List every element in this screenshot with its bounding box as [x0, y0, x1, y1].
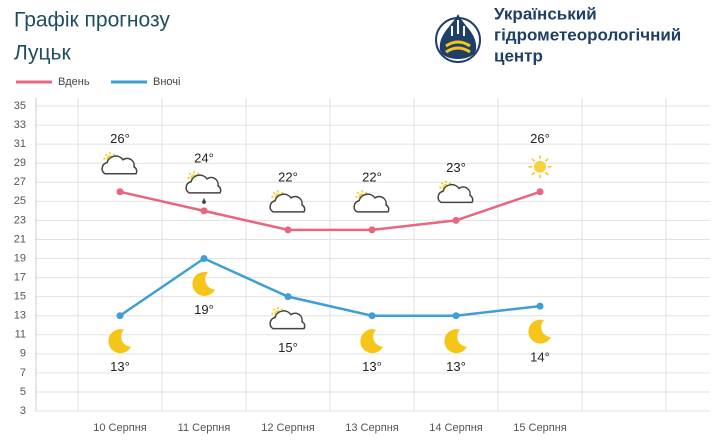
x-tick-label: 13 Серпня	[345, 422, 399, 434]
y-tick-label: 29	[14, 157, 26, 169]
sun-ray	[188, 172, 192, 176]
sun-ray	[544, 171, 549, 176]
sun-ray	[356, 191, 360, 195]
sun-ray	[280, 308, 284, 311]
org-name: Український	[494, 4, 597, 23]
icon-moon	[360, 329, 383, 354]
sun-ray	[104, 153, 108, 157]
y-tick-label: 19	[14, 252, 26, 264]
y-tick-label: 33	[14, 119, 26, 131]
data-point	[200, 207, 208, 215]
y-tick-label: 27	[14, 176, 26, 188]
icon-moon	[444, 329, 467, 354]
value-label: 22°	[362, 169, 382, 184]
icon-cloud	[185, 174, 222, 194]
data-point	[368, 312, 376, 320]
x-tick-label: 15 Серпня	[513, 422, 567, 434]
sun-ray	[544, 158, 549, 162]
sun-ray	[272, 308, 276, 311]
y-tick-label: 31	[14, 138, 26, 150]
sun-ray	[531, 158, 536, 162]
cloud	[269, 310, 306, 330]
y-tick-label: 21	[14, 233, 26, 245]
sun-ray	[272, 191, 276, 195]
data-point	[536, 302, 544, 310]
sun-ray	[280, 191, 284, 195]
y-tick-label: 23	[14, 214, 26, 226]
icon-cloud	[101, 155, 138, 175]
icon-moon	[528, 319, 551, 344]
cloud	[101, 155, 138, 175]
series-line	[119, 257, 541, 317]
data-point	[116, 188, 124, 196]
chart-title: Графік прогнозу	[14, 9, 170, 32]
y-tick-label: 7	[20, 367, 26, 379]
sun-ray	[196, 172, 200, 176]
y-tick-label: 13	[14, 310, 26, 322]
value-label: 13°	[362, 359, 382, 374]
value-label: 26°	[530, 131, 550, 146]
value-label: 14°	[530, 350, 550, 365]
chart-subtitle: Луцьк	[14, 42, 71, 65]
org-name: гідрометеорологічний	[494, 25, 681, 44]
sun-disc	[534, 160, 546, 173]
data-point	[284, 293, 292, 301]
value-label: 19°	[194, 302, 214, 317]
y-tick-label: 9	[20, 348, 26, 360]
data-point	[200, 255, 208, 262]
icon-sun	[528, 155, 552, 179]
cloud	[185, 174, 222, 194]
icon-moon	[108, 329, 131, 354]
y-tick-label: 17	[14, 271, 26, 283]
icon-cloud	[269, 193, 306, 213]
value-label: 22°	[278, 169, 298, 184]
x-tick-label: 10 Серпня	[93, 422, 147, 434]
y-tick-label: 11	[15, 329, 26, 341]
value-label: 26°	[110, 131, 130, 146]
cloud	[437, 183, 474, 204]
icon-cloud	[269, 310, 306, 330]
y-tick-label: 3	[20, 405, 26, 417]
y-tick-label: 35	[14, 100, 26, 112]
legend-label: Вдень	[58, 76, 90, 88]
legend-label: Вночі	[153, 76, 180, 88]
sun-ray	[440, 182, 444, 185]
value-label: 13°	[446, 359, 466, 374]
logo	[435, 14, 481, 63]
data-point	[452, 312, 460, 320]
y-tick-label: 25	[14, 195, 26, 207]
cloud	[269, 193, 306, 213]
y-tick-label: 15	[14, 291, 26, 303]
icon-cloud	[437, 183, 474, 204]
sun-ray	[448, 182, 452, 185]
x-tick-label: 12 Серпня	[261, 422, 315, 434]
icon-moon	[192, 271, 215, 296]
series-line	[119, 190, 541, 232]
data-point	[536, 188, 544, 196]
rain-drop	[202, 197, 206, 204]
value-label: 15°	[278, 340, 298, 355]
data-point	[284, 226, 292, 234]
sun-ray	[531, 171, 536, 176]
cloud	[353, 193, 390, 213]
sun-ray	[112, 153, 116, 157]
x-tick-label: 11 Серпня	[178, 422, 231, 434]
data-point	[368, 226, 376, 234]
data-point	[116, 312, 124, 320]
sun-ray	[364, 191, 368, 195]
icon-cloud	[353, 193, 390, 213]
y-tick-label: 5	[20, 386, 26, 398]
value-label: 23°	[446, 160, 466, 175]
value-label: 24°	[194, 150, 214, 165]
x-tick-label: 14 Серпня	[429, 422, 483, 434]
org-name: центр	[494, 46, 543, 65]
data-point	[452, 216, 460, 224]
value-label: 13°	[110, 359, 130, 374]
